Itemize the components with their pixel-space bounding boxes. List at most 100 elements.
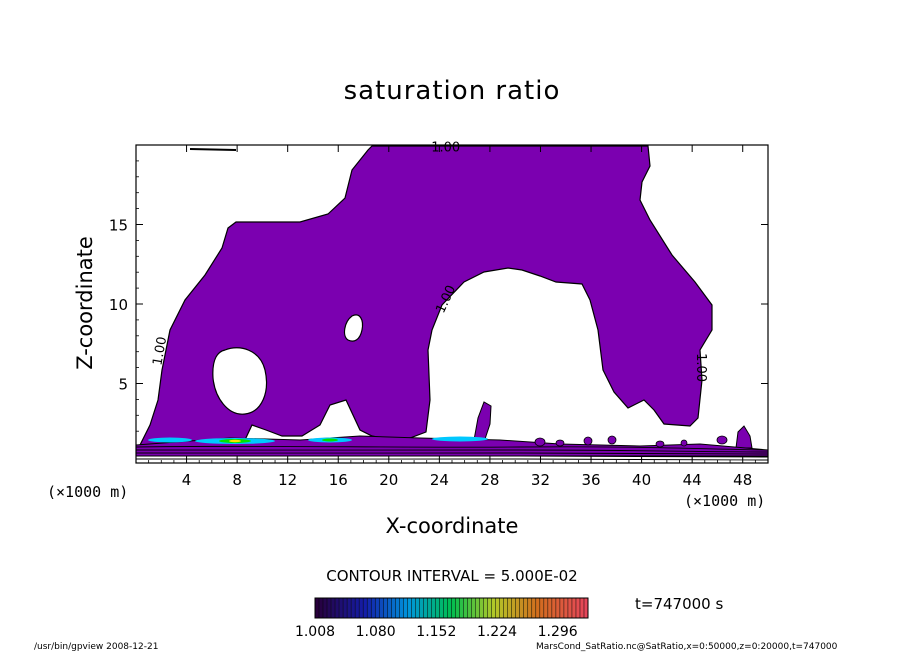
- x-tick-label: 12: [278, 471, 297, 489]
- colorbar-cell: [535, 598, 540, 618]
- colorbar-cell: [459, 598, 464, 618]
- footer-data-source: MarsCond_SatRatio.nc@SatRatio,x=0:50000,…: [536, 642, 838, 652]
- colorbar-tick-label: 1.152: [416, 624, 456, 640]
- colorbar-cell: [387, 598, 392, 618]
- x-unit-left: (×1000 m): [47, 483, 129, 501]
- high-core-3: [322, 438, 338, 442]
- x-tick-label: 8: [232, 471, 242, 489]
- colorbar-cell: [567, 598, 572, 618]
- colorbar-cell: [531, 598, 536, 618]
- colorbar-cell: [331, 598, 336, 618]
- colorbar-cell: [455, 598, 460, 618]
- x-tick-label: 24: [430, 471, 449, 489]
- colorbar-cell: [371, 598, 376, 618]
- x-tick-label: 20: [379, 471, 398, 489]
- colorbar-cell: [335, 598, 340, 618]
- colorbar-cell: [327, 598, 332, 618]
- top-left-contour: [189, 148, 237, 151]
- colorbar-cell: [511, 598, 516, 618]
- colorbar-cell: [379, 598, 384, 618]
- unsaturated-hole-left: [212, 347, 267, 415]
- colorbar-cell: [415, 598, 420, 618]
- colorbar-cell: [495, 598, 500, 618]
- x-axis: 4 8 12 16 20 24 28 32 36 40 44 48: [148, 145, 756, 489]
- surface-blobs: [534, 435, 728, 448]
- colorbar-cell: [555, 598, 560, 618]
- colorbar-cell: [523, 598, 528, 618]
- colorbar-cell: [563, 598, 568, 618]
- x-tick-label: 16: [329, 471, 348, 489]
- contour-field: [136, 145, 768, 461]
- colorbar-tick-label: 1.008: [295, 624, 335, 640]
- colorbar-cell: [475, 598, 480, 618]
- colorbar-cell: [543, 598, 548, 618]
- colorbar-cell: [443, 598, 448, 618]
- colorbar-frame: [314, 597, 589, 619]
- x-tick-label: 48: [733, 471, 752, 489]
- colorbar-cell: [447, 598, 452, 618]
- colorbar-cell: [315, 598, 320, 618]
- colorbar-cell: [571, 598, 576, 618]
- colorbar-cell: [339, 598, 344, 618]
- x-tick-label: 40: [632, 471, 651, 489]
- colorbar-cell: [359, 598, 364, 618]
- colorbar-cell: [519, 598, 524, 618]
- colorbar-cell: [319, 598, 324, 618]
- high-core-2: [229, 439, 241, 443]
- colorbar-cell: [383, 598, 388, 618]
- colorbar: 1.008 1.080 1.152 1.224 1.296: [295, 597, 589, 640]
- y-tick-label: 15: [109, 217, 128, 235]
- colorbar-tick-label: 1.296: [538, 624, 578, 640]
- colorbar-cell: [507, 598, 512, 618]
- colorbar-cell: [375, 598, 380, 618]
- colorbar-cell: [527, 598, 532, 618]
- x-axis-label: X-coordinate: [385, 514, 519, 538]
- colorbar-cell: [431, 598, 436, 618]
- colorbar-tick-label: 1.224: [477, 624, 517, 640]
- colorbar-cell: [559, 598, 564, 618]
- surface-spike-47: [735, 425, 753, 449]
- unsaturated-hole-small: [343, 314, 364, 342]
- x-tick-label: 36: [581, 471, 600, 489]
- contour-label: 1.00: [431, 140, 460, 155]
- colorbar-cell: [407, 598, 412, 618]
- y-tick-label: 5: [118, 376, 128, 394]
- x-tick-label: 44: [683, 471, 702, 489]
- colorbar-cell: [439, 598, 444, 618]
- colorbar-cell: [403, 598, 408, 618]
- colorbar-cell: [579, 598, 584, 618]
- colorbar-cell: [479, 598, 484, 618]
- surface-spike-28: [473, 401, 492, 443]
- colorbar-cell: [503, 598, 508, 618]
- colorbar-cell: [419, 598, 424, 618]
- colorbar-cell: [363, 598, 368, 618]
- contour-label: 1.00: [150, 336, 170, 367]
- y-tick-label: 10: [109, 296, 128, 314]
- colorbar-cell: [391, 598, 396, 618]
- colorbar-cell: [467, 598, 472, 618]
- high-band-2: [148, 437, 192, 443]
- contour-label: 1.00: [693, 353, 708, 382]
- contour-interval: CONTOUR INTERVAL = 5.000E-02: [326, 567, 578, 585]
- x-tick-label: 28: [480, 471, 499, 489]
- colorbar-cell: [483, 598, 488, 618]
- colorbar-cell: [435, 598, 440, 618]
- colorbar-cell: [351, 598, 356, 618]
- colorbar-cell: [423, 598, 428, 618]
- colorbar-cell: [343, 598, 348, 618]
- colorbar-cell: [491, 598, 496, 618]
- footer-program-date: /usr/bin/gpview 2008-12-21: [34, 642, 159, 652]
- colorbar-tick-label: 1.080: [356, 624, 396, 640]
- colorbar-cell: [515, 598, 520, 618]
- surface-contours: [136, 445, 768, 461]
- colorbar-cell: [347, 598, 352, 618]
- colorbar-cell: [471, 598, 476, 618]
- colorbar-cell: [499, 598, 504, 618]
- high-band-4: [432, 436, 488, 442]
- x-unit-right: (×1000 m): [684, 492, 766, 510]
- chart-title: saturation ratio: [343, 76, 561, 106]
- colorbar-cell: [463, 598, 468, 618]
- colorbar-cell: [427, 598, 432, 618]
- colorbar-cell: [575, 598, 580, 618]
